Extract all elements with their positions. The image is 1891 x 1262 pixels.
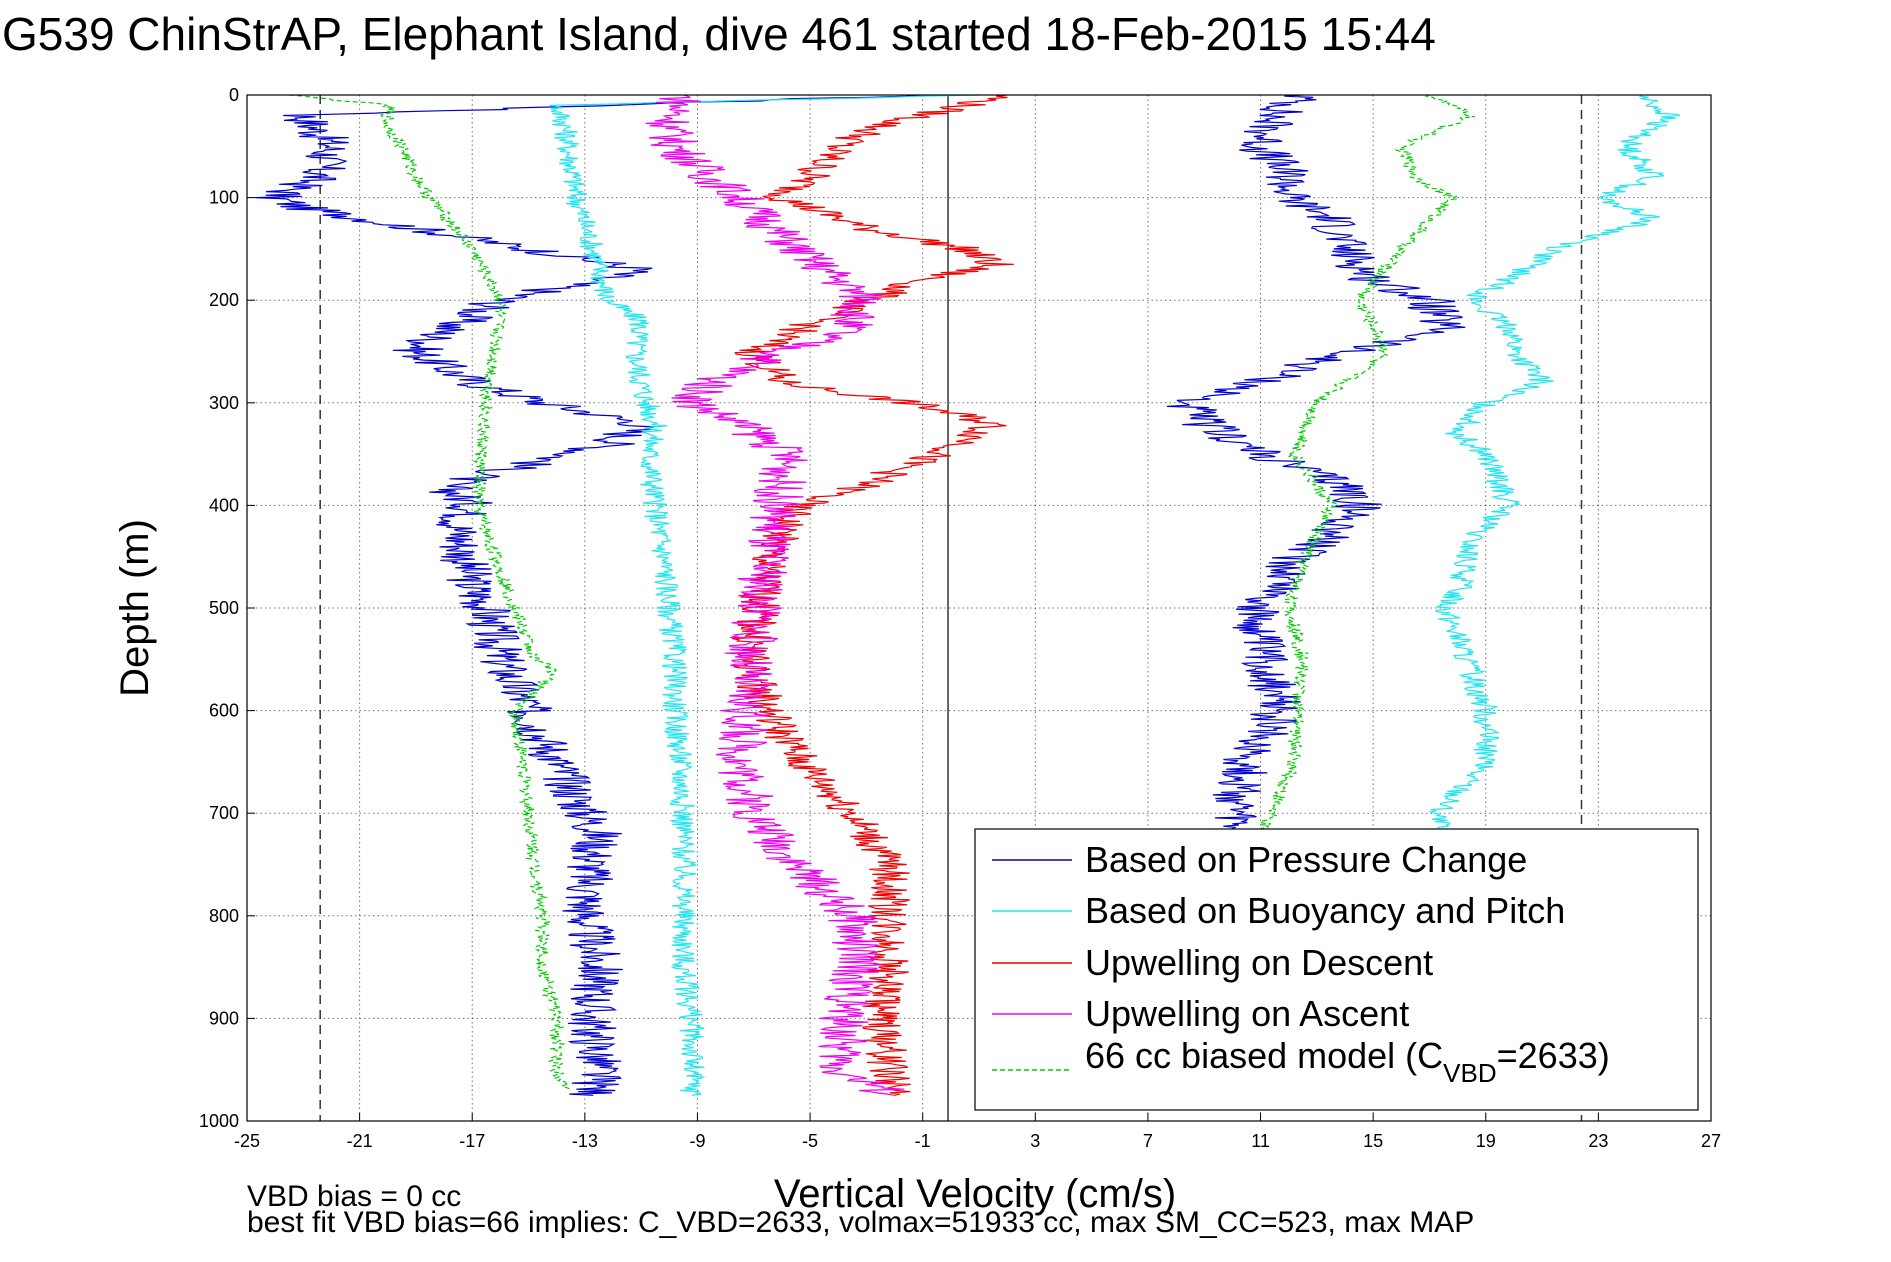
- chart-title: G539 ChinStrAP, Elephant Island, dive 46…: [2, 8, 1436, 60]
- x-tick-label: 3: [1030, 1131, 1040, 1151]
- legend-label-descent: Upwelling on Descent: [1085, 942, 1433, 983]
- x-tick-label: -21: [347, 1131, 373, 1151]
- x-tick-label: 11: [1251, 1131, 1270, 1151]
- x-tick-label: -1: [915, 1131, 931, 1151]
- x-tick-label: -5: [802, 1131, 818, 1151]
- y-tick-label: 0: [229, 85, 239, 105]
- series-line-buoyancy: [1428, 94, 1681, 829]
- series-ascent: [645, 94, 905, 1096]
- series-descent: [731, 94, 1014, 1096]
- series-line-model: [1259, 94, 1475, 830]
- series-group: [255, 94, 1681, 1096]
- x-tick-label: -13: [572, 1131, 598, 1151]
- series-line-model: [289, 94, 572, 1091]
- legend-label-buoyancy: Based on Buoyancy and Pitch: [1085, 890, 1565, 931]
- series-line-buoyancy: [549, 94, 980, 1096]
- legend-label-ascent: Upwelling on Ascent: [1085, 993, 1409, 1034]
- series-buoyancy: [549, 94, 1681, 1096]
- y-tick-label: 1000: [199, 1111, 239, 1131]
- best-fit-text: best fit VBD bias=66 implies: C_VBD=2633…: [247, 1206, 1474, 1239]
- x-tick-label: 23: [1588, 1131, 1608, 1151]
- y-tick-label: 900: [209, 1008, 239, 1028]
- legend-box: [974, 828, 1699, 1111]
- y-tick-label: 500: [209, 598, 239, 618]
- x-tick-label: 15: [1363, 1131, 1383, 1151]
- series-line-ascent: [645, 94, 905, 1096]
- y-axis-label: Depth (m): [113, 519, 157, 697]
- y-tick-label: 200: [209, 290, 239, 310]
- axis-ticks: -25 -21 -17 -13 -9 -5 -1 3 7 11 15 19 23 270100200300…: [199, 85, 1721, 1151]
- y-tick-label: 700: [209, 803, 239, 823]
- vbd-bias-text: VBD bias = 0 cc: [247, 1180, 461, 1213]
- legend-label-pressure: Based on Pressure Change: [1085, 839, 1527, 880]
- y-tick-label: 600: [209, 701, 239, 721]
- x-tick-label: 27: [1701, 1131, 1721, 1151]
- x-tick-label: 7: [1143, 1131, 1153, 1151]
- series-model: [289, 94, 1475, 1091]
- x-tick-label: 19: [1476, 1131, 1496, 1151]
- series-line-pressure: [1166, 94, 1466, 830]
- x-tick-label: -17: [459, 1131, 485, 1151]
- y-tick-label: 300: [209, 393, 239, 413]
- y-tick-label: 100: [209, 188, 239, 208]
- y-tick-label: 800: [209, 906, 239, 926]
- x-axis-label: Vertical Velocity (cm/s): [774, 1172, 1176, 1216]
- legend-label-model: 66 cc biased model (CVBD=2633): [1085, 1035, 1610, 1088]
- series-line-descent: [731, 94, 1014, 1096]
- x-tick-label: -25: [234, 1131, 260, 1151]
- x-tick-label: -9: [689, 1131, 705, 1151]
- legend: Based on Pressure Change Based on Buoyanc…: [974, 828, 1699, 1111]
- y-tick-label: 400: [209, 495, 239, 515]
